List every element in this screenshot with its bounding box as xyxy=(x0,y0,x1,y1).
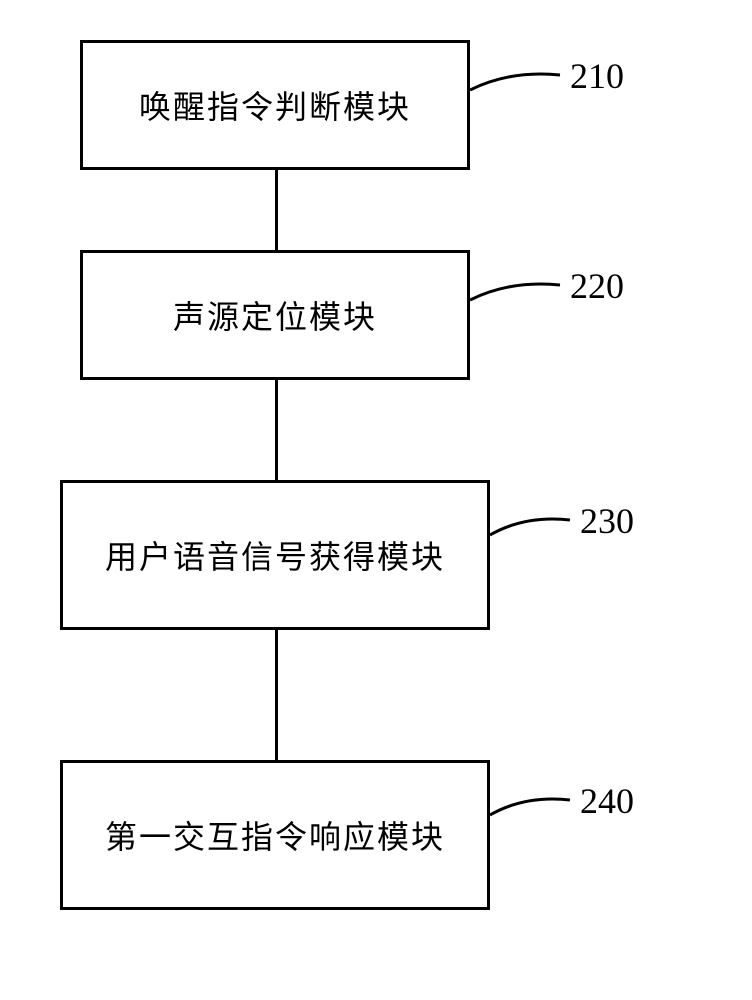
module-box-2: 声源定位模块 xyxy=(80,250,470,380)
ref-number-4: 240 xyxy=(580,780,634,822)
module-label-1: 唤醒指令判断模块 xyxy=(139,82,411,128)
module-box-1: 唤醒指令判断模块 xyxy=(80,40,470,170)
module-box-4: 第一交互指令响应模块 xyxy=(60,760,490,910)
connector-3-4 xyxy=(275,630,278,760)
module-label-2: 声源定位模块 xyxy=(173,292,377,338)
label-curve-1 xyxy=(470,70,570,110)
label-curve-2 xyxy=(470,280,570,320)
ref-number-3: 230 xyxy=(580,500,634,542)
connector-2-3 xyxy=(275,380,278,480)
module-box-3: 用户语音信号获得模块 xyxy=(60,480,490,630)
connector-1-2 xyxy=(275,170,278,250)
label-curve-4 xyxy=(490,795,580,835)
ref-number-1: 210 xyxy=(570,55,624,97)
ref-number-2: 220 xyxy=(570,265,624,307)
label-curve-3 xyxy=(490,515,580,555)
module-label-3: 用户语音信号获得模块 xyxy=(105,532,445,578)
module-label-4: 第一交互指令响应模块 xyxy=(105,812,445,858)
flowchart-diagram: 唤醒指令判断模块 210 声源定位模块 220 用户语音信号获得模块 230 第… xyxy=(80,40,680,910)
